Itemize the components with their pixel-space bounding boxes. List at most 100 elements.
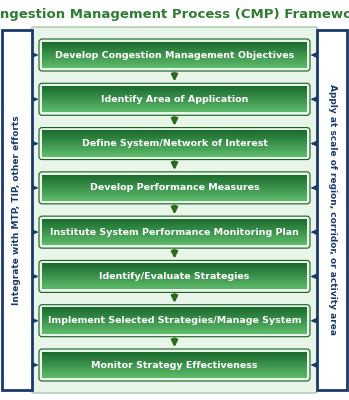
Bar — [42, 329, 307, 330]
Bar — [42, 60, 307, 61]
Bar — [42, 62, 307, 63]
Bar — [42, 51, 307, 52]
Bar — [42, 228, 307, 229]
Bar — [42, 49, 307, 50]
Bar — [42, 241, 307, 242]
Bar — [42, 188, 307, 190]
Bar — [42, 67, 307, 68]
Bar — [42, 244, 307, 245]
Bar — [42, 243, 307, 244]
Bar — [42, 46, 307, 47]
Bar — [42, 94, 307, 95]
Bar — [42, 62, 307, 64]
Bar — [42, 200, 307, 201]
Bar — [42, 56, 307, 57]
Bar — [42, 42, 307, 44]
Bar — [42, 139, 307, 140]
Bar — [42, 131, 307, 132]
Bar — [42, 263, 307, 264]
Bar — [42, 57, 307, 58]
Bar — [42, 101, 307, 102]
Bar — [42, 354, 307, 356]
Bar — [42, 377, 307, 378]
Bar — [42, 182, 307, 184]
Bar — [42, 314, 307, 315]
Bar — [42, 90, 307, 91]
Bar — [42, 284, 307, 285]
Bar — [42, 365, 307, 366]
Text: Integrate with MTP, TIP, other efforts: Integrate with MTP, TIP, other efforts — [13, 115, 22, 305]
Bar — [42, 179, 307, 180]
Bar — [42, 50, 307, 51]
Bar — [42, 364, 307, 365]
Bar — [42, 319, 307, 320]
Bar — [42, 136, 307, 137]
Bar — [42, 97, 307, 98]
Bar — [42, 189, 307, 190]
Bar — [42, 358, 307, 359]
Bar — [42, 231, 307, 232]
Bar — [42, 145, 307, 146]
Bar — [42, 181, 307, 182]
Bar — [42, 106, 307, 107]
Bar — [42, 372, 307, 374]
Bar — [42, 59, 307, 60]
FancyBboxPatch shape — [31, 27, 318, 393]
Bar — [42, 357, 307, 358]
Bar — [42, 313, 307, 314]
Bar — [42, 91, 307, 92]
Bar — [42, 87, 307, 88]
Bar — [42, 177, 307, 178]
Bar — [42, 132, 307, 133]
Bar — [42, 370, 307, 371]
Bar — [42, 280, 307, 281]
Bar — [42, 237, 307, 238]
Bar — [42, 138, 307, 139]
Bar — [42, 144, 307, 145]
Bar — [42, 143, 307, 144]
Bar — [42, 185, 307, 186]
Bar — [42, 134, 307, 135]
Bar — [42, 50, 307, 52]
Text: Apply at scale of region, corridor, or activity area: Apply at scale of region, corridor, or a… — [327, 84, 336, 336]
Bar — [42, 233, 307, 234]
Bar — [42, 108, 307, 110]
Bar — [42, 182, 307, 183]
Bar — [42, 152, 307, 153]
Bar — [42, 286, 307, 288]
Bar — [42, 369, 307, 370]
Bar — [42, 316, 307, 317]
Bar — [42, 265, 307, 266]
Bar — [42, 312, 307, 313]
Bar — [42, 109, 307, 110]
Bar — [42, 102, 307, 104]
Bar — [42, 199, 307, 200]
Bar — [42, 47, 307, 48]
Bar — [42, 320, 307, 321]
Bar — [42, 278, 307, 279]
Bar — [42, 220, 307, 221]
Text: Monitor Strategy Effectiveness: Monitor Strategy Effectiveness — [91, 360, 258, 370]
Bar — [42, 375, 307, 376]
Bar — [42, 240, 307, 241]
Bar — [42, 317, 307, 318]
Bar — [42, 229, 307, 230]
Bar — [42, 103, 307, 104]
Bar — [42, 61, 307, 62]
Bar — [42, 362, 307, 363]
Text: Identify Area of Application: Identify Area of Application — [101, 95, 248, 104]
Bar — [42, 268, 307, 270]
Bar — [42, 186, 307, 187]
Bar — [42, 196, 307, 197]
Bar — [42, 136, 307, 138]
Bar — [42, 361, 307, 362]
FancyBboxPatch shape — [2, 30, 32, 390]
Bar — [42, 276, 307, 277]
Bar — [42, 310, 307, 311]
Bar — [42, 190, 307, 191]
Bar — [42, 92, 307, 93]
Bar — [42, 95, 307, 96]
Bar — [42, 66, 307, 67]
Bar — [42, 58, 307, 59]
Bar — [42, 322, 307, 323]
